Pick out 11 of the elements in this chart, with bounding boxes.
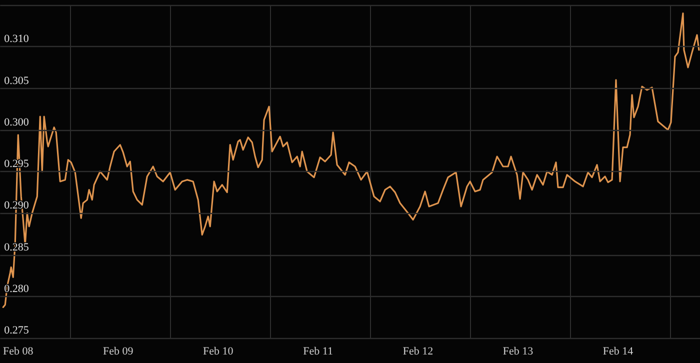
x-tick-label: Feb 11 xyxy=(303,346,333,358)
x-tick-label: Feb 09 xyxy=(102,346,134,358)
x-tick-label: Feb 10 xyxy=(202,346,234,358)
y-tick-label: 0.275 xyxy=(4,324,30,336)
y-tick-label: 0.300 xyxy=(4,116,30,128)
x-tick-label: Feb 12 xyxy=(402,346,434,358)
x-tick-label: Feb 08 xyxy=(3,346,34,358)
y-tick-label: 0.305 xyxy=(4,74,30,87)
y-tick-label: 0.310 xyxy=(4,33,30,46)
x-tick-label: Feb 14 xyxy=(602,346,634,358)
x-tick-label: Feb 13 xyxy=(502,346,534,358)
